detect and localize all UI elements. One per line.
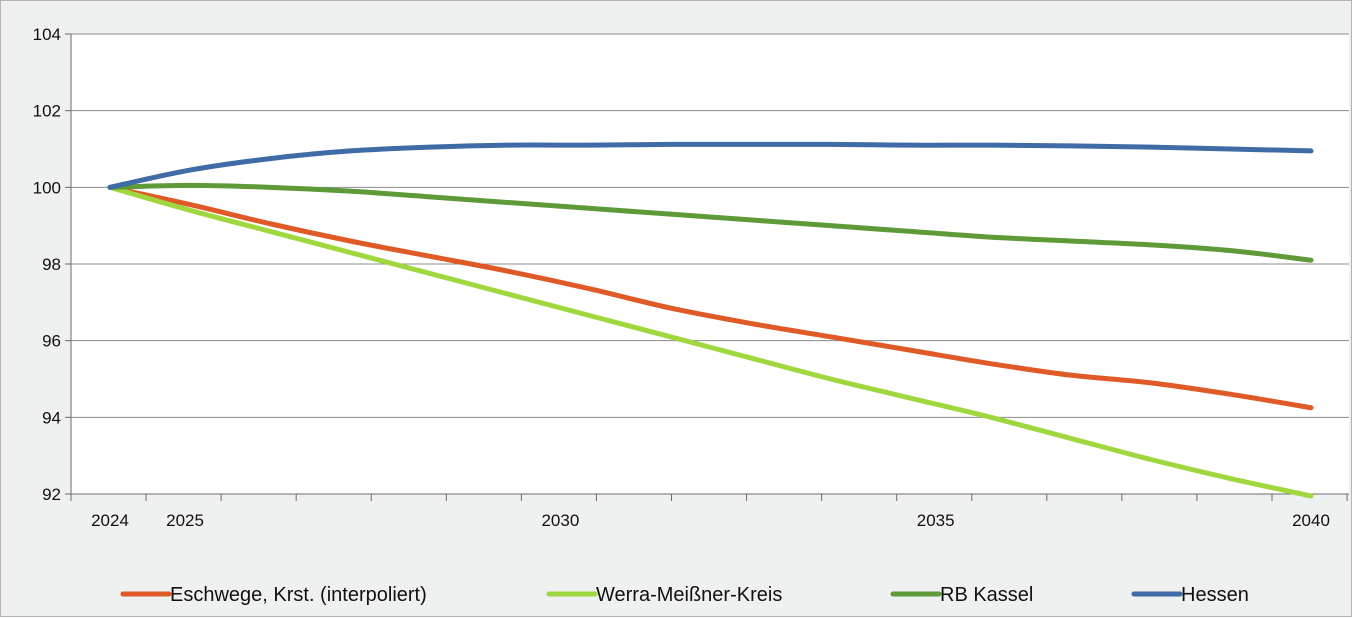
x-tick-label: 2025 [166, 511, 204, 530]
y-tick-label: 96 [42, 332, 61, 351]
legend-label: Hessen [1181, 584, 1249, 606]
x-tick-label: 2030 [541, 511, 579, 530]
series-line-rb-kassel [107, 182, 1314, 263]
legend-item-werra-mei-ner-kreis: Werra-Meißner-Kreis [546, 584, 782, 606]
y-tick-label: 104 [33, 25, 61, 44]
y-axis-ticks: 92 94 96 98 100 102 104 [33, 25, 71, 504]
x-axis-ticks: 2024 2025 2030 2035 2040 [70, 494, 1348, 530]
x-tick-label: 2035 [917, 511, 955, 530]
y-tick-label: 98 [42, 255, 61, 274]
legend-item-rb-kassel: RB Kassel [890, 584, 1033, 606]
y-tick-label: 100 [33, 178, 61, 197]
series-line-werra-mei-ner-kreis [107, 184, 1314, 499]
legend-item-hessen: Hessen [1131, 584, 1249, 606]
series-lines [107, 141, 1314, 499]
x-tick-label: 2040 [1292, 511, 1330, 530]
y-tick-label: 94 [42, 408, 61, 427]
series-line-hessen [107, 141, 1314, 190]
y-tick-label: 102 [33, 102, 61, 121]
gridlines [71, 33, 1349, 494]
legend: Eschwege, Krst. (interpoliert) Werra-Meiß… [120, 584, 1249, 606]
x-tick-label: 2024 [91, 511, 129, 530]
legend-label: Werra-Meißner-Kreis [596, 584, 782, 606]
legend-label: Eschwege, Krst. (interpoliert) [170, 584, 427, 606]
legend-label: RB Kassel [940, 584, 1033, 606]
y-tick-label: 92 [42, 485, 61, 504]
series-line-eschwege-krst-interpoliert [107, 184, 1314, 411]
legend-item-eschwege-krst-interpoliert: Eschwege, Krst. (interpoliert) [120, 584, 427, 606]
